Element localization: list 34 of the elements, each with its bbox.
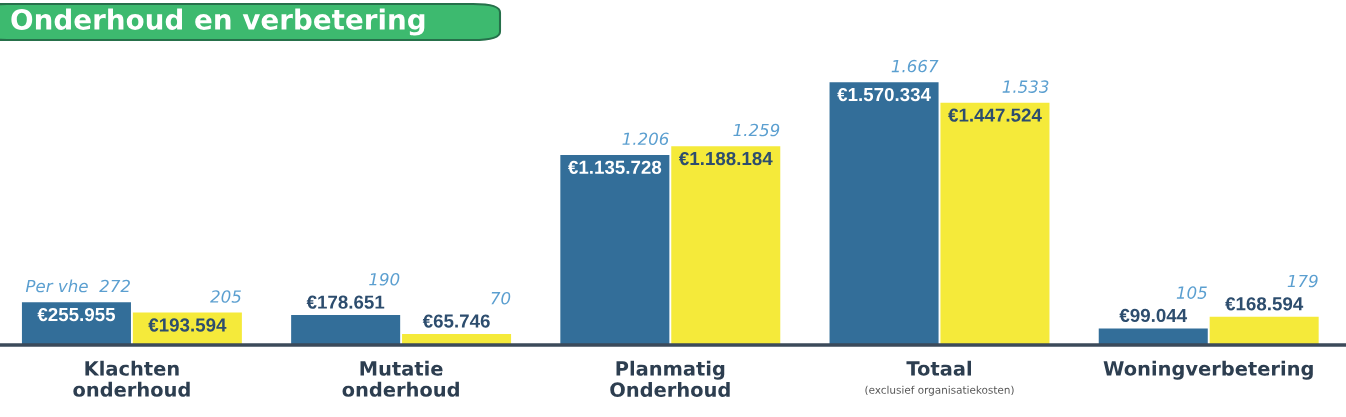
data-label: €255.955	[37, 307, 116, 322]
x-tick-label: Totaal	[906, 360, 971, 376]
x-tick-label: Mutatie onderhoud	[342, 360, 459, 397]
bar	[291, 315, 401, 345]
x-tick-label: Klachten onderhoud	[73, 360, 190, 397]
data-label: €178.651	[306, 295, 385, 309]
bar	[671, 146, 781, 345]
annotation: Per vhe 272	[25, 279, 130, 293]
bar	[560, 154, 670, 345]
data-label: €1.447.524	[948, 108, 1042, 122]
bar	[1209, 316, 1319, 345]
bar	[940, 102, 1050, 345]
annotation: 205	[210, 290, 241, 303]
data-label: €99.044	[1119, 308, 1188, 323]
bar	[829, 82, 939, 345]
x-tick-label: Planmatig Onderhoud	[610, 360, 730, 398]
data-label: €1.570.334	[837, 87, 931, 102]
data-label: €1.135.728	[568, 160, 662, 174]
annotation: 1.206	[622, 132, 669, 146]
annotation: 70	[491, 291, 511, 305]
data-label: €65.746	[422, 314, 490, 328]
annotation: 1.259	[733, 123, 780, 137]
annotation: 1.533	[1002, 80, 1049, 93]
text: (exclusief organisatiekosten)	[865, 385, 1014, 396]
annotation: 105	[1176, 286, 1207, 299]
data-label: €193.594	[148, 318, 227, 332]
text: 1.667	[891, 59, 939, 73]
annotation: 179	[1287, 274, 1318, 288]
data-label: €1.188.184	[678, 151, 773, 166]
x-tick-label: Woningverbetering	[1103, 360, 1313, 380]
bar	[1098, 328, 1208, 345]
annotation: 190	[369, 272, 400, 286]
data-label: €168.594	[1225, 297, 1304, 311]
chart-title: Onderhoud en verbetering	[11, 8, 425, 36]
